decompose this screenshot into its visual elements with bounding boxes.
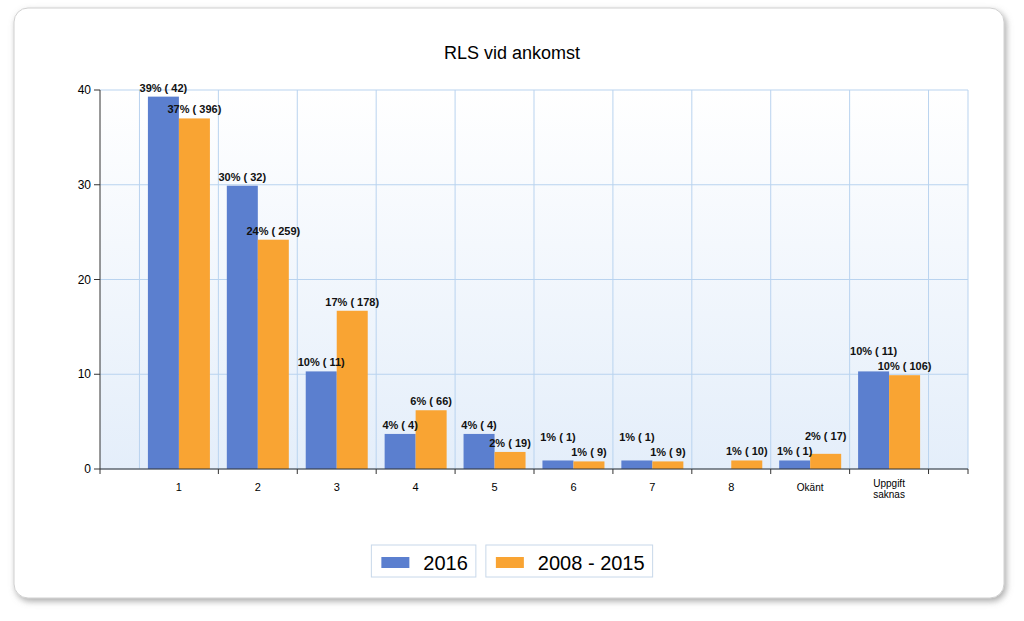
- data-label: 17% ( 178): [325, 296, 379, 308]
- bar: [731, 460, 762, 469]
- y-tick-label: 40: [78, 83, 92, 97]
- grid-line: [100, 184, 968, 185]
- x-tick: [376, 469, 377, 474]
- x-tick: [534, 469, 535, 474]
- y-tick: [94, 374, 100, 375]
- data-label: 2% ( 19): [489, 437, 531, 449]
- y-tick: [94, 279, 100, 280]
- data-label: 10% ( 11): [850, 345, 897, 357]
- legend-label: 2016: [423, 552, 468, 574]
- bar: [258, 240, 289, 469]
- x-tick: [100, 469, 101, 474]
- x-tick: [691, 469, 692, 474]
- bar: [858, 371, 889, 469]
- y-tick-label: 10: [78, 367, 92, 381]
- bar: [621, 460, 652, 469]
- data-label: 10% ( 106): [878, 360, 932, 372]
- x-tick: [297, 469, 298, 474]
- data-label: 24% ( 259): [246, 225, 300, 237]
- x-tick: [849, 469, 850, 474]
- card: [14, 8, 1004, 598]
- bar: [385, 434, 416, 469]
- x-tick: [770, 469, 771, 474]
- y-tick-label: 0: [84, 462, 91, 476]
- data-label: 39% ( 42): [140, 82, 188, 94]
- bar: [495, 452, 526, 469]
- legend: 2016 2008 - 2015: [371, 545, 652, 577]
- bar: [542, 460, 573, 469]
- data-label: 30% ( 32): [218, 171, 266, 183]
- legend-swatch: [496, 557, 524, 568]
- bar: [306, 371, 337, 469]
- data-label: 1% ( 9): [571, 446, 607, 458]
- y-tick-label: 30: [78, 178, 92, 192]
- legend-frame: [371, 545, 476, 577]
- data-label: 1% ( 9): [650, 446, 686, 458]
- bar: [179, 118, 210, 469]
- x-tick: [968, 469, 969, 474]
- chart-svg: RLS vid ankomst 0 10 20 30 40 1 2 3 4 5 6 7 8 Okänt Upp…: [0, 0, 1024, 621]
- x-tick-label: 3: [334, 481, 340, 493]
- x-tick-label: 1: [176, 481, 182, 493]
- legend-swatch: [381, 557, 409, 568]
- bar: [337, 311, 368, 469]
- x-tick-label: 5: [491, 481, 497, 493]
- y-tick: [94, 469, 100, 470]
- x-tick: [612, 469, 613, 474]
- y-tick-label: 20: [78, 273, 92, 287]
- x-tick-label: 2: [255, 481, 261, 493]
- x-tick-label: 6: [570, 481, 576, 493]
- grid-line: [100, 90, 968, 91]
- data-label: 1% ( 1): [777, 445, 813, 457]
- x-tick-label: Okänt: [797, 482, 824, 493]
- y-axis: [100, 90, 101, 469]
- x-tick: [455, 469, 456, 474]
- y-tick: [94, 184, 100, 185]
- data-label: 6% ( 66): [410, 395, 452, 407]
- plot-area: [100, 90, 968, 469]
- data-label: 2% ( 17): [805, 430, 847, 442]
- title: RLS vid ankomst: [444, 43, 580, 63]
- x-tick-label: 8: [728, 481, 734, 493]
- bars: [148, 97, 920, 469]
- x-tick-label: 7: [649, 481, 655, 493]
- bar: [573, 461, 604, 469]
- chart-container: RLS vid ankomst 0 10 20 30 40 1 2 3 4 5 6 7 8 Okänt Upp…: [0, 0, 1024, 621]
- bar: [810, 454, 841, 469]
- x-tick-label: 4: [413, 481, 419, 493]
- data-label: 10% ( 11): [298, 356, 345, 368]
- data-label: 4% ( 4): [382, 419, 418, 431]
- data-label: 1% ( 1): [619, 431, 655, 443]
- bar: [652, 461, 683, 469]
- bar: [779, 460, 810, 469]
- legend-label: 2008 - 2015: [538, 552, 645, 574]
- bar: [889, 375, 920, 469]
- data-label: 4% ( 4): [461, 419, 497, 431]
- x-tick-label: Uppgiftsaknas: [873, 478, 905, 500]
- y-tick: [94, 90, 100, 91]
- legend-frame: [486, 545, 653, 577]
- data-label: 37% ( 396): [168, 103, 222, 115]
- x-tick: [218, 469, 219, 474]
- data-label: 1% ( 10): [726, 445, 768, 457]
- bar: [148, 97, 179, 469]
- data-label: 1% ( 1): [540, 431, 576, 443]
- bar: [416, 410, 447, 469]
- x-tick: [928, 469, 929, 474]
